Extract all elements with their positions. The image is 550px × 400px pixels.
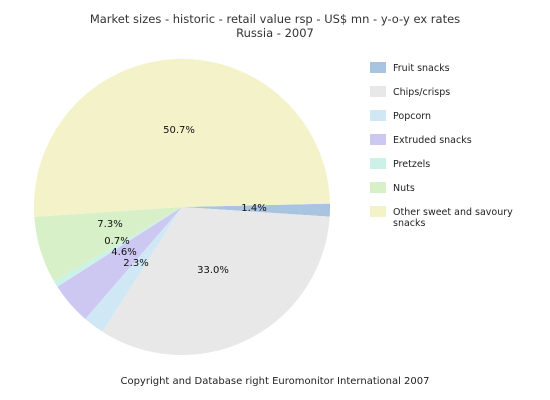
legend-swatch	[370, 62, 386, 73]
legend-label: Nuts	[393, 183, 415, 194]
legend-swatch	[370, 158, 386, 169]
slice-label-fruit-snacks: 1.4%	[241, 203, 266, 214]
slice-label-extruded-snacks: 4.6%	[111, 247, 136, 258]
legend-item-popcorn: Popcorn	[370, 110, 431, 122]
legend-label: Other sweet and savoury	[393, 207, 513, 218]
legend-item-fruit-snacks: Fruit snacks	[370, 62, 450, 74]
chart-title: Market sizes - historic - retail value r…	[89, 12, 461, 26]
pie-slice-fruit-snacks	[182, 203, 330, 217]
legend-swatch	[370, 134, 386, 145]
copyright-footer: Copyright and Database right Euromonitor…	[120, 376, 430, 387]
legend-label: Pretzels	[393, 159, 430, 170]
pie-slice-pretzels	[53, 207, 183, 287]
legend-swatch	[370, 110, 386, 121]
legend-label: Chips/crisps	[393, 87, 450, 98]
legend-label: Fruit snacks	[393, 63, 450, 74]
legend-swatch	[370, 182, 386, 193]
pie-slice-extruded-snacks	[57, 207, 183, 319]
pie-slice-labels: 1.4% 33.0% 2.3%4.6%0.7% 7.3% 50.7%	[97, 125, 266, 276]
legend-swatch	[370, 86, 386, 97]
legend-label: Extruded snacks	[393, 135, 472, 146]
legend-label: snacks	[393, 218, 426, 229]
legend-item-extruded-snacks: Extruded snacks	[370, 134, 472, 146]
legend-item-chips-crisps: Chips/crisps	[370, 86, 450, 98]
legend-item-nuts: Nuts	[370, 182, 415, 194]
pie-slices	[33, 58, 330, 356]
legend: Fruit snacks Chips/crisps Popcorn Extruded …	[370, 62, 513, 229]
chart-subtitle: Russia - 2007	[236, 26, 314, 40]
legend-item-pretzels: Pretzels	[370, 158, 430, 170]
legend-swatch	[370, 206, 386, 217]
slice-label-chips-crisps: 33.0%	[197, 265, 229, 276]
pie-slice-popcorn	[85, 207, 182, 332]
slice-label-other-sweet-and-savoury-snacks: 50.7%	[163, 125, 195, 136]
pie-slice-chips-crisps	[102, 207, 330, 356]
slice-label-pretzels: 0.7%	[104, 236, 129, 247]
legend-label: Popcorn	[393, 111, 431, 122]
pie-slice-nuts	[34, 207, 182, 282]
pie-slice-other-sweet-and-savoury-snacks	[33, 58, 330, 217]
slice-label-nuts: 7.3%	[97, 219, 122, 230]
slice-label-popcorn: 2.3%	[123, 258, 148, 269]
